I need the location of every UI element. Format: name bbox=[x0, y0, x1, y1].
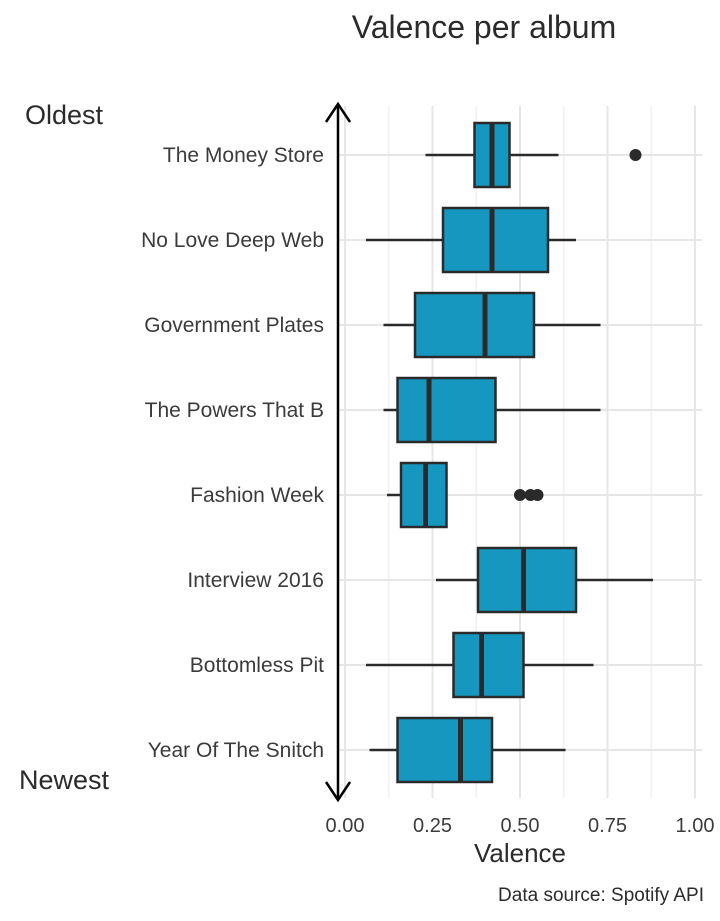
outlier-point bbox=[531, 489, 544, 501]
outlier-point bbox=[514, 489, 526, 501]
box-iqr bbox=[396, 716, 494, 784]
category-label: The Powers That B bbox=[145, 399, 324, 422]
category-labels: The Money Store No Love Deep Web Governmen… bbox=[141, 144, 324, 762]
x-tick-label: 1.00 bbox=[676, 815, 715, 837]
x-tick-label: 0.50 bbox=[501, 815, 540, 837]
x-tick-label: 0.00 bbox=[326, 815, 365, 837]
box-7 bbox=[369, 716, 566, 784]
x-tick-label: 0.25 bbox=[413, 815, 452, 837]
box-6 bbox=[366, 631, 594, 699]
box-0 bbox=[425, 121, 642, 189]
caption: Data source: Spotify API bbox=[498, 885, 704, 906]
time-arrow bbox=[324, 101, 352, 803]
category-label: The Money Store bbox=[163, 144, 324, 167]
category-label: No Love Deep Web bbox=[141, 229, 324, 252]
arrow-head-down bbox=[324, 781, 352, 803]
box-3 bbox=[383, 376, 601, 444]
box-iqr bbox=[413, 291, 536, 359]
x-tick-label: 0.75 bbox=[588, 815, 627, 837]
category-label: Bottomless Pit bbox=[190, 654, 324, 677]
chart-title: Valence per album bbox=[352, 9, 616, 45]
box-iqr bbox=[396, 376, 497, 444]
box-5 bbox=[436, 546, 653, 614]
box-4 bbox=[387, 461, 544, 529]
box-iqr bbox=[476, 546, 578, 614]
category-label: Government Plates bbox=[144, 314, 324, 337]
x-tick-labels: 0.00 0.25 0.50 0.75 1.00 bbox=[326, 815, 715, 837]
boxes bbox=[366, 121, 653, 784]
box-1 bbox=[366, 206, 576, 274]
category-label: Interview 2016 bbox=[187, 569, 324, 592]
category-label: Year Of The Snitch bbox=[148, 739, 324, 762]
box-iqr bbox=[441, 206, 550, 274]
arrow-head-up bbox=[324, 101, 352, 123]
box-2 bbox=[383, 291, 601, 359]
annotation-oldest: Oldest bbox=[25, 100, 104, 130]
box-iqr bbox=[452, 631, 525, 699]
annotation-newest: Newest bbox=[19, 765, 110, 795]
category-label: Fashion Week bbox=[190, 484, 324, 507]
x-axis-title: Valence bbox=[474, 838, 566, 868]
outlier-point bbox=[629, 149, 642, 161]
